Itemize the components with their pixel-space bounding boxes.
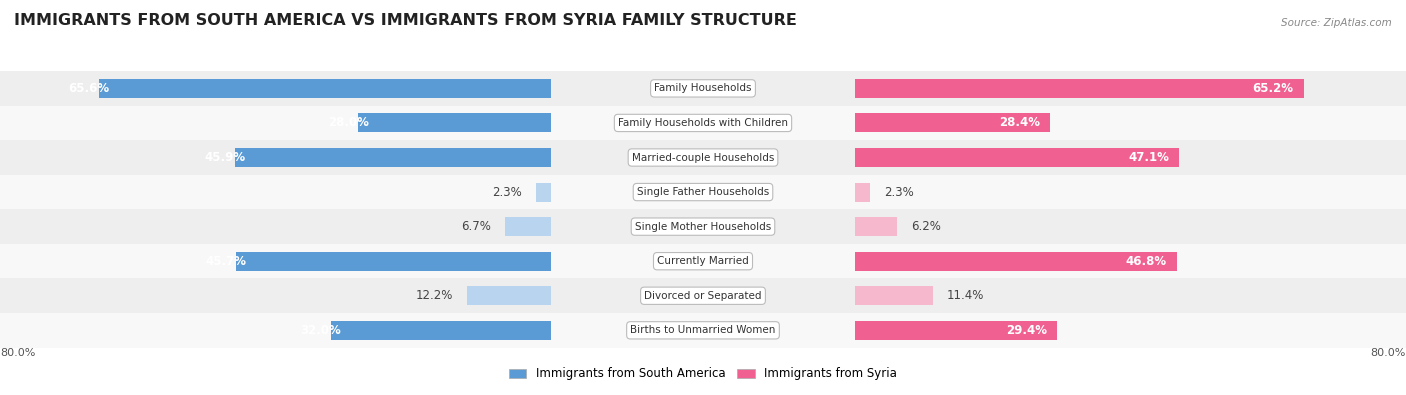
Text: 45.9%: 45.9% — [204, 151, 246, 164]
Bar — [855, 148, 1180, 167]
Bar — [855, 71, 1406, 106]
Bar — [855, 106, 1406, 140]
Text: Currently Married: Currently Married — [657, 256, 749, 266]
Bar — [551, 106, 855, 140]
Text: Divorced or Separated: Divorced or Separated — [644, 291, 762, 301]
Text: 46.8%: 46.8% — [1126, 255, 1167, 268]
Bar — [551, 209, 855, 244]
Bar — [536, 182, 551, 201]
Bar — [467, 286, 551, 305]
Text: 65.2%: 65.2% — [1253, 82, 1294, 95]
Text: 80.0%: 80.0% — [0, 348, 35, 357]
Bar — [855, 140, 1406, 175]
Text: 2.3%: 2.3% — [884, 186, 914, 199]
Bar — [0, 175, 551, 209]
Text: 80.0%: 80.0% — [1371, 348, 1406, 357]
Bar — [551, 140, 855, 175]
Bar — [551, 244, 855, 278]
Bar — [855, 286, 934, 305]
Text: Births to Unmarried Women: Births to Unmarried Women — [630, 325, 776, 335]
Bar — [0, 106, 551, 140]
Bar — [855, 79, 1303, 98]
Bar — [236, 252, 551, 271]
Bar — [330, 321, 551, 340]
Bar — [551, 278, 855, 313]
Text: 28.0%: 28.0% — [328, 117, 368, 130]
Bar — [235, 148, 551, 167]
Bar — [551, 71, 855, 106]
Text: Single Mother Households: Single Mother Households — [636, 222, 770, 231]
Bar — [0, 313, 551, 348]
Bar — [505, 217, 551, 236]
Text: Family Households with Children: Family Households with Children — [619, 118, 787, 128]
Text: 11.4%: 11.4% — [948, 289, 984, 302]
Bar — [855, 113, 1050, 132]
Text: 29.4%: 29.4% — [1005, 324, 1047, 337]
Bar — [855, 244, 1406, 278]
Bar — [551, 175, 855, 209]
Bar — [0, 140, 551, 175]
Bar — [855, 313, 1406, 348]
Text: 12.2%: 12.2% — [416, 289, 454, 302]
Text: Family Households: Family Households — [654, 83, 752, 93]
Bar — [0, 278, 551, 313]
Text: Source: ZipAtlas.com: Source: ZipAtlas.com — [1281, 18, 1392, 28]
Text: 2.3%: 2.3% — [492, 186, 522, 199]
Text: 6.7%: 6.7% — [461, 220, 492, 233]
Bar — [855, 252, 1177, 271]
Bar — [359, 113, 551, 132]
Bar — [551, 313, 855, 348]
Bar — [0, 71, 551, 106]
Text: IMMIGRANTS FROM SOUTH AMERICA VS IMMIGRANTS FROM SYRIA FAMILY STRUCTURE: IMMIGRANTS FROM SOUTH AMERICA VS IMMIGRA… — [14, 13, 797, 28]
Text: 45.7%: 45.7% — [205, 255, 246, 268]
Text: 32.0%: 32.0% — [301, 324, 342, 337]
Bar — [855, 209, 1406, 244]
Text: 6.2%: 6.2% — [911, 220, 941, 233]
Text: Married-couple Households: Married-couple Households — [631, 152, 775, 162]
Bar — [0, 244, 551, 278]
Bar — [855, 278, 1406, 313]
Bar — [0, 209, 551, 244]
Text: 28.4%: 28.4% — [1000, 117, 1040, 130]
Text: 65.6%: 65.6% — [69, 82, 110, 95]
Bar — [855, 175, 1406, 209]
Text: 47.1%: 47.1% — [1128, 151, 1168, 164]
Bar — [855, 182, 870, 201]
Bar — [855, 321, 1057, 340]
Bar — [100, 79, 551, 98]
Legend: Immigrants from South America, Immigrants from Syria: Immigrants from South America, Immigrant… — [503, 363, 903, 385]
Text: Single Father Households: Single Father Households — [637, 187, 769, 197]
Bar — [855, 217, 897, 236]
